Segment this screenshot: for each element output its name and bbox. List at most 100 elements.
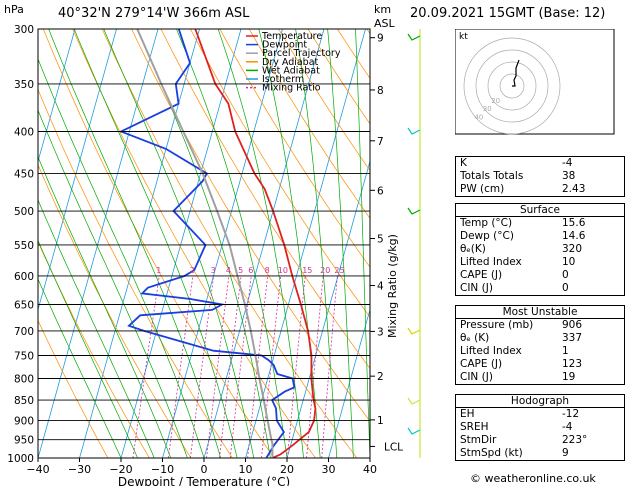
wind-barb (407, 327, 421, 335)
most-unstable-row: Pressure (mb) 906 (456, 319, 624, 332)
hodograph-ring-label: 20 (491, 97, 500, 105)
km-tick-label: 6 (377, 185, 384, 197)
hodograph-ring (487, 61, 537, 111)
surface-row: Dewp (°C) 14.6 (456, 230, 624, 243)
x-tick-label: −20 (109, 463, 132, 476)
most-unstable-label: Pressure (mb) (460, 319, 534, 331)
surface-title: Surface (456, 204, 624, 217)
surface-label: Lifted Index (460, 256, 522, 268)
km-tick-label: 7 (377, 136, 384, 148)
mixing-ratio-label: 8 (265, 266, 270, 275)
location-title: 40°32'N 279°14'W 366m ASL (58, 6, 250, 21)
mixing-ratio-label: 2 (190, 266, 195, 275)
isotherm-line (328, 308, 370, 458)
hodograph-unit: kt (459, 32, 468, 42)
wind-barb (407, 207, 421, 215)
surface-value: 15.6 (562, 217, 586, 229)
mixing-ratio-line (247, 275, 269, 458)
index-row: Totals Totals 38 (456, 170, 624, 183)
datetime-title: 20.09.2021 15GMT (Base: 12) (410, 6, 606, 21)
dry-adiabat-line (38, 319, 109, 458)
dry-adiabat-line (278, 29, 370, 172)
hodograph-stat-row: EH -12 (456, 408, 624, 421)
isotherm-line (38, 29, 76, 163)
x-tick-label: −40 (26, 463, 49, 476)
km-tick-label: 2 (377, 371, 384, 383)
pressure-tick-label: 650 (14, 300, 34, 312)
pressure-tick-label: 300 (14, 24, 34, 36)
legend-label: Mixing Ratio (262, 83, 321, 94)
most-unstable-row: CIN (J) 19 (456, 371, 624, 384)
x-axis-label: Dewpoint / Temperature (°C) (118, 475, 290, 486)
index-row: K -4 (456, 157, 624, 170)
pressure-tick-label: 600 (14, 271, 34, 283)
isotherm-line (120, 29, 242, 458)
hodograph-stat-row: SREH -4 (456, 421, 624, 434)
legend-label: Temperature (261, 31, 322, 42)
index-label: Totals Totals (460, 170, 524, 182)
hodograph-table: Hodograph EH -12 SREH -4 StmDir 223° StmSpd (k… (455, 394, 625, 461)
mixing-ratio-label: 20 (320, 266, 330, 275)
hodograph-stat-label: EH (460, 408, 475, 420)
copyright: © weatheronline.co.uk (470, 472, 596, 485)
most-unstable-label: CAPE (J) (460, 358, 503, 370)
most-unstable-value: 337 (562, 332, 583, 344)
pressure-tick-label: 750 (14, 350, 34, 362)
most-unstable-value: 1 (562, 345, 569, 357)
mixing-ratio-line (168, 275, 194, 458)
mixing-ratio-label: 6 (248, 266, 253, 275)
x-tick-label: −10 (151, 463, 174, 476)
most-unstable-row: θₑ (K) 337 (456, 332, 624, 345)
most-unstable-value: 19 (562, 371, 576, 383)
hpa-label: hPa (4, 3, 24, 16)
hodograph-ring-label: 40 (474, 114, 483, 122)
km-tick-label: 8 (377, 85, 384, 97)
hodograph-ring (499, 73, 525, 99)
index-label: PW (cm) (460, 183, 505, 195)
x-tick-label: −30 (68, 463, 91, 476)
most-unstable-value: 906 (562, 319, 583, 331)
legend-label: Dewpoint (262, 40, 307, 51)
pressure-tick-label: 950 (14, 435, 34, 447)
surface-table: Surface Temp (°C) 15.6 Dewp (°C) 14.6 θₑ(K) 3… (455, 203, 625, 296)
surface-label: θₑ(K) (460, 243, 486, 255)
mixing-ratio-label: 10 (278, 266, 288, 275)
mixing-ratio-label: 3 (211, 266, 216, 275)
mixing-ratio-line (261, 275, 282, 458)
pressure-tick-label: 350 (14, 79, 34, 91)
surface-label: Dewp (°C) (460, 230, 514, 242)
surface-label: CIN (J) (460, 282, 493, 294)
x-tick-label: 20 (280, 463, 294, 476)
x-tick-label: 40 (363, 463, 377, 476)
dry-adiabat-line (38, 88, 233, 458)
hodograph-stat-row: StmDir 223° (456, 434, 624, 447)
most-unstable-label: Lifted Index (460, 345, 522, 357)
km-tick-label: 3 (377, 326, 384, 338)
hodograph-stat-label: StmSpd (kt) (460, 447, 523, 459)
hodograph-stat-value: -4 (562, 421, 573, 433)
mixing-ratio-line (321, 275, 338, 458)
pressure-tick-label: 450 (14, 168, 34, 180)
wind-barb (407, 33, 421, 41)
km-tick-label: 9 (377, 33, 384, 45)
mixing-ratio-label: 5 (238, 266, 243, 275)
hodograph-ring (463, 37, 561, 135)
index-row: PW (cm) 2.43 (456, 183, 624, 196)
indices-table: K -4 Totals Totals 38 PW (cm) 2.43 (455, 156, 625, 197)
hodograph-title: Hodograph (456, 395, 624, 408)
dry-adiabat-line (219, 29, 370, 268)
x-tick-label: 30 (322, 463, 336, 476)
surface-label: Temp (°C) (460, 217, 513, 229)
pressure-tick-label: 550 (14, 240, 34, 252)
surface-value: 0 (562, 269, 569, 281)
hodograph-stat-value: 223° (562, 434, 588, 446)
legend-label: Dry Adiabat (262, 57, 319, 68)
surface-row: Temp (°C) 15.6 (456, 217, 624, 230)
most-unstable-table: Most Unstable Pressure (mb) 906 θₑ (K) 337 L… (455, 305, 625, 385)
index-value: 2.43 (562, 183, 586, 195)
mixing-ratio-label: 15 (302, 266, 312, 275)
legend-label: Isotherm (262, 74, 304, 85)
